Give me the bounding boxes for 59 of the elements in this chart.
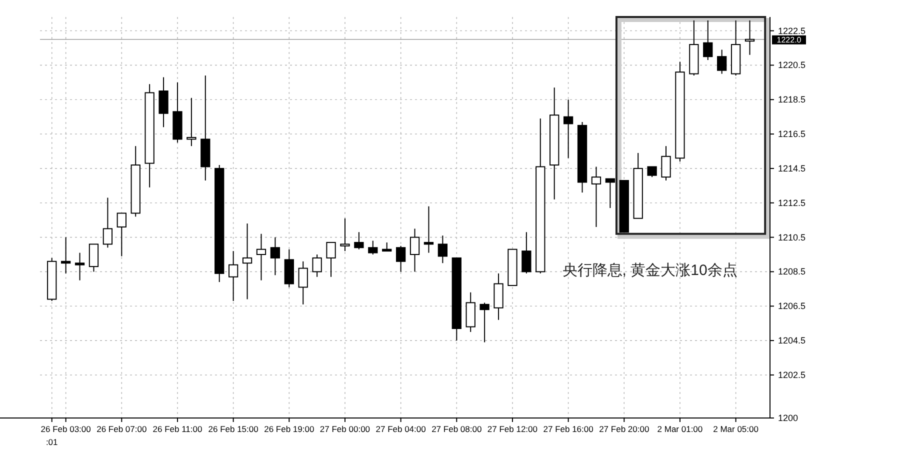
- candlestick: [563, 99, 574, 159]
- candlestick: [522, 232, 532, 274]
- candlestick: [298, 260, 308, 305]
- candlestick: [354, 232, 364, 250]
- candlestick: [480, 302, 490, 343]
- y-tick-label: 1202.5: [778, 370, 806, 380]
- x-tick-label: 26 Feb 07:00: [96, 424, 147, 434]
- x-tick-label: 26 Feb 19:00: [264, 424, 314, 434]
- candlestick: [717, 49, 727, 74]
- candlestick: [340, 218, 350, 252]
- candlestick: [158, 76, 168, 128]
- candlestick: [228, 250, 238, 302]
- x-tick-label: 27 Feb 04:00: [376, 424, 426, 434]
- y-tick-label: 1218.5: [778, 94, 806, 105]
- candlestick: [424, 206, 434, 254]
- y-tick-label: 1220.5: [778, 60, 806, 70]
- candlestick: [256, 233, 266, 281]
- candlestick: [88, 244, 99, 272]
- candlestick: [312, 254, 322, 278]
- x-tick-label: 27 Feb 16:00: [543, 424, 594, 434]
- candlestick: [703, 20, 713, 61]
- candlestick: [410, 228, 420, 272]
- y-tick-label: 1208.5: [778, 266, 806, 277]
- candlestick: [270, 236, 280, 276]
- candlestick: [591, 166, 602, 228]
- x-tick-label: 27 Feb 12:00: [487, 424, 538, 434]
- candlestick: [60, 236, 71, 274]
- x-tick-label: 27 Feb 08:00: [432, 424, 482, 434]
- y-tick-label: 1214.5: [778, 163, 806, 174]
- candlestick: [396, 245, 406, 272]
- candlestick: [186, 97, 196, 147]
- annotation: 央行降息, 黄金大涨10余点: [562, 262, 738, 280]
- y-tick-label: 1222.5: [778, 26, 806, 36]
- candlestick: [326, 242, 336, 278]
- candlestick: [647, 166, 657, 178]
- x-tick-label: 27 Feb 20:00: [599, 424, 650, 434]
- candlestick: [605, 178, 616, 209]
- ref-line-label: 1222.0: [776, 35, 802, 44]
- candlestick: [744, 20, 755, 56]
- y-tick-label: 1200: [778, 413, 798, 423]
- candlestick: [368, 240, 378, 255]
- y-tick-label: 1210.5: [778, 232, 806, 242]
- x-tick-label: 26 Feb 15:00: [208, 424, 259, 434]
- y-tick-label: 1204.5: [778, 336, 806, 346]
- x-tick-label: 27 Feb 00:00: [320, 424, 370, 434]
- x-tick-label: 26 Feb 11:00: [152, 424, 202, 434]
- candlestick: [74, 252, 85, 281]
- candlestick: [242, 223, 252, 300]
- y-tick-label: 1206.5: [778, 301, 806, 312]
- x-tick-label: 2 Mar 05:00: [713, 424, 759, 434]
- y-tick-label: 1212.5: [778, 198, 806, 208]
- candlestick: [102, 197, 113, 248]
- x-tick-label: 26 Feb 03:00: [40, 424, 92, 434]
- candlestick: [116, 212, 126, 257]
- y-tick-label: 1216.5: [778, 129, 806, 140]
- candlestick: [661, 146, 671, 181]
- x-tick-label: :01: [46, 437, 58, 447]
- x-tick-label: 2 Mar 01:00: [657, 424, 703, 434]
- candlestick: [438, 235, 448, 264]
